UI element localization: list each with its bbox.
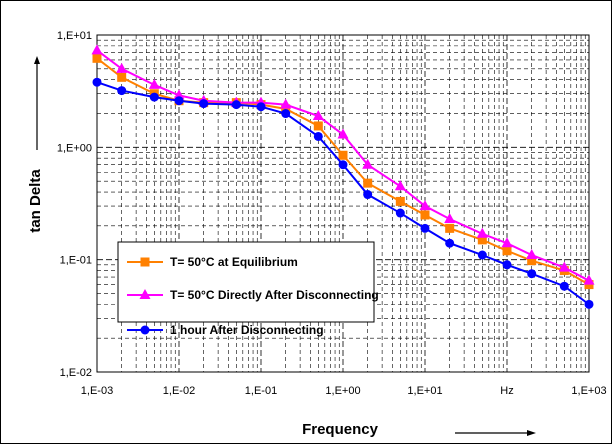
data-point <box>395 196 405 206</box>
data-point <box>445 223 455 233</box>
legend-label: T= 50°C Directly After Disconnecting <box>170 288 379 302</box>
x-axis-title: Frequency <box>302 421 379 438</box>
data-point <box>231 100 241 110</box>
legend-marker <box>140 257 150 267</box>
series-circle <box>92 77 594 309</box>
data-point <box>476 227 488 238</box>
y-tick-label: 1,E+01 <box>57 30 92 42</box>
y-axis-title: tan Delta <box>27 169 44 233</box>
y-tick-label: 1,E-01 <box>60 255 92 267</box>
data-point <box>502 246 512 256</box>
data-point <box>174 96 184 106</box>
y-tick-label: 1,E+00 <box>57 142 92 154</box>
legend-box <box>117 241 375 323</box>
data-point <box>148 78 160 89</box>
data-point <box>420 210 430 220</box>
y-tick-label: 1,E-02 <box>60 367 92 379</box>
data-point <box>91 44 103 55</box>
x-axis-arrow <box>455 430 536 436</box>
series-group <box>91 44 595 309</box>
data-point <box>526 249 538 260</box>
data-point <box>338 150 348 160</box>
x-tick-label: 1,E-02 <box>163 385 195 397</box>
data-point <box>92 77 102 87</box>
data-point <box>116 62 128 73</box>
data-point <box>280 98 292 109</box>
x-tick-label: 1,E-03 <box>81 385 113 397</box>
data-point <box>256 102 266 112</box>
data-point <box>362 158 374 169</box>
x-tick-label: 1,E+01 <box>407 385 442 397</box>
data-point <box>395 208 405 218</box>
data-point <box>117 72 127 82</box>
data-point <box>445 238 455 248</box>
x-tick-label: Hz <box>500 385 513 397</box>
data-point <box>584 299 594 309</box>
data-point <box>558 261 570 272</box>
data-point <box>502 260 512 270</box>
legend-marker <box>139 289 151 299</box>
data-point <box>337 128 349 139</box>
data-point <box>583 274 595 285</box>
data-point <box>527 269 537 279</box>
y-axis-arrow <box>34 56 40 150</box>
data-point <box>363 190 373 200</box>
data-point <box>338 160 348 170</box>
data-point <box>477 250 487 260</box>
data-point <box>281 109 291 119</box>
data-point <box>419 200 431 211</box>
data-point <box>312 110 324 121</box>
data-point <box>149 92 159 102</box>
x-tick-label: 1,E+00 <box>325 385 360 397</box>
data-point <box>92 53 102 63</box>
x-tick-label: 1,E+03 <box>571 385 606 397</box>
data-point <box>363 178 373 188</box>
legend: T= 50°C at Equilibrium T= 50°C Directly A… <box>117 241 379 337</box>
data-point <box>173 89 185 100</box>
data-point <box>527 256 537 266</box>
data-point <box>394 180 406 191</box>
tick-labels: 1,E-03 1,E-02 1,E-01 1,E+00 1,E+01 Hz 1,E+03 1,… <box>57 30 607 397</box>
data-point <box>559 281 569 291</box>
data-point <box>501 237 513 248</box>
legend-marker <box>140 325 150 335</box>
data-point <box>281 104 291 114</box>
legend-label: 1 hour After Disconnecting <box>170 323 324 337</box>
data-point <box>117 86 127 96</box>
data-point <box>313 121 323 131</box>
data-point <box>477 235 487 245</box>
x-tick-label: 1,E-01 <box>245 385 277 397</box>
data-point <box>444 213 456 224</box>
data-point <box>199 99 209 109</box>
data-point <box>313 131 323 141</box>
data-point <box>420 223 430 233</box>
legend-label: T= 50°C at Equilibrium <box>170 255 298 269</box>
plot-border <box>96 34 590 373</box>
